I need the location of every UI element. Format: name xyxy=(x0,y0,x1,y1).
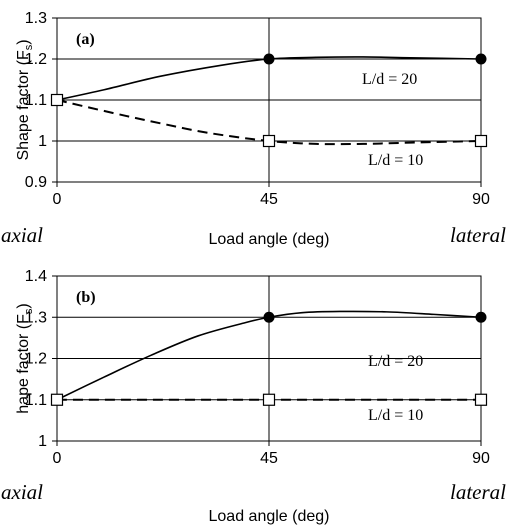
chart-panel-a: 0.9 1 1.1 1.2 1.3 0 45 90 axial lateral Load angle… xyxy=(1,10,506,248)
y-tick-label: 1.3 xyxy=(25,309,47,326)
x-tick-label: 90 xyxy=(472,450,490,467)
x-tick-label: 90 xyxy=(472,191,490,208)
y-axis-label: hape factor (Fs) xyxy=(15,303,35,413)
data-point xyxy=(475,53,487,65)
panel-label: (a) xyxy=(76,31,95,48)
x-tick-label: 45 xyxy=(260,191,278,208)
x-tick-label: 0 xyxy=(53,191,62,208)
y-tick-label: 1.3 xyxy=(25,10,47,27)
x-axis-label: Load angle (deg) xyxy=(209,231,330,248)
axial-annotation: axial xyxy=(1,480,43,504)
x-axis-label: Load angle (deg) xyxy=(209,508,330,525)
lateral-annotation: lateral xyxy=(450,223,506,247)
series-label: L/d = 10 xyxy=(368,407,423,424)
y-axis-label: Shape factor (Fs) xyxy=(15,39,35,160)
y-tick-label: 1.1 xyxy=(25,92,47,109)
x-tick-label: 45 xyxy=(260,450,278,467)
y-tick-label: 1 xyxy=(38,433,47,450)
data-point xyxy=(475,311,487,323)
x-tick-label: 0 xyxy=(53,450,62,467)
y-tick-label: 1.2 xyxy=(25,51,47,68)
data-point xyxy=(263,53,275,65)
y-tick-label: 0.9 xyxy=(25,174,47,191)
y-tick-label: 1.1 xyxy=(25,392,47,409)
data-point xyxy=(50,93,64,107)
series-label: L/d = 20 xyxy=(368,353,423,370)
data-point xyxy=(474,393,488,406)
data-point xyxy=(474,134,488,148)
y-tick-label: 1.4 xyxy=(25,268,47,285)
data-point xyxy=(262,134,276,148)
chart-panel-b: 1 1.1 1.2 1.3 1.4 0 45 90 axial lateral Load angle… xyxy=(1,268,506,525)
series-label: L/d = 10 xyxy=(368,152,423,169)
data-point xyxy=(262,393,276,406)
data-point xyxy=(50,393,64,406)
panel-label: (b) xyxy=(76,289,96,306)
lateral-annotation: lateral xyxy=(450,480,506,504)
axial-annotation: axial xyxy=(1,223,43,247)
data-point xyxy=(263,311,275,323)
series-label: L/d = 20 xyxy=(362,71,417,88)
y-tick-label: 1 xyxy=(38,133,47,150)
y-tick-label: 1.2 xyxy=(25,351,47,368)
